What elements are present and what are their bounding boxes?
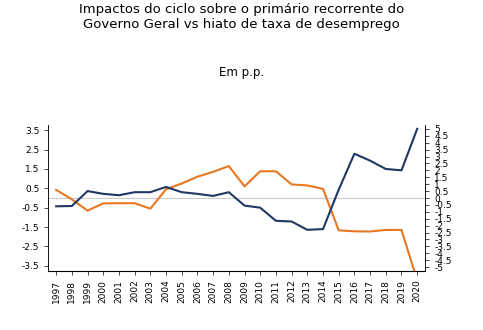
Hiato desemprego (Taxa desemprego PNAD-C final de período, dessaz.,
menos média 1995-2020, eixo dir.) [195,192,200,196]
Hiato desemprego (Taxa desemprego PNAD-C final de período, dessaz.,
menos média 1995-2020, eixo dir.) [242,204,247,208]
Impacto estimado do ciclo econômico sobre o primário recorrente do Governo
Geral (eixo esq.) [163,187,169,191]
Impacto estimado do ciclo econômico sobre o primário recorrente do Governo
Geral (eixo esq.) [132,201,138,205]
Hiato desemprego (Taxa desemprego PNAD-C final de período, dessaz.,
menos média 1995-2020, eixo dir.) [132,190,138,194]
Hiato desemprego (Taxa desemprego PNAD-C final de período, dessaz.,
menos média 1995-2020, eixo dir.) [53,204,59,208]
Impacto estimado do ciclo econômico sobre o primário recorrente do Governo
Geral (eixo esq.) [147,207,153,211]
Impacto estimado do ciclo econômico sobre o primário recorrente do Governo
Geral (eixo esq.) [210,170,216,174]
Hiato desemprego (Taxa desemprego PNAD-C final de período, dessaz.,
menos média 1995-2020, eixo dir.) [210,194,216,198]
Impacto estimado do ciclo econômico sobre o primário recorrente do Governo
Geral (eixo esq.) [53,188,59,192]
Hiato desemprego (Taxa desemprego PNAD-C final de período, dessaz.,
menos média 1995-2020, eixo dir.) [398,168,404,172]
Impacto estimado do ciclo econômico sobre o primário recorrente do Governo
Geral (eixo esq.) [289,182,295,186]
Line: Hiato desemprego (Taxa desemprego PNAD-C final de período, dessaz.,
menos média 1995-2020, eixo dir.): Hiato desemprego (Taxa desemprego PNAD-C… [56,129,417,230]
Impacto estimado do ciclo econômico sobre o primário recorrente do Governo
Geral (eixo esq.) [179,182,185,185]
Impacto estimado do ciclo econômico sobre o primário recorrente do Governo
Geral (eixo esq.) [257,169,263,173]
Impacto estimado do ciclo econômico sobre o primário recorrente do Governo
Geral (eixo esq.) [85,209,90,213]
Impacto estimado do ciclo econômico sobre o primário recorrente do Governo
Geral (eixo esq.) [273,169,279,173]
Hiato desemprego (Taxa desemprego PNAD-C final de período, dessaz.,
menos média 1995-2020, eixo dir.) [179,190,185,194]
Impacto estimado do ciclo econômico sobre o primário recorrente do Governo
Geral (eixo esq.) [352,229,357,233]
Impacto estimado do ciclo econômico sobre o primário recorrente do Governo
Geral (eixo esq.) [116,201,122,205]
Hiato desemprego (Taxa desemprego PNAD-C final de período, dessaz.,
menos média 1995-2020, eixo dir.) [320,227,326,231]
Hiato desemprego (Taxa desemprego PNAD-C final de período, dessaz.,
menos média 1995-2020, eixo dir.) [367,159,373,163]
Impacto estimado do ciclo econômico sobre o primário recorrente do Governo
Geral (eixo esq.) [383,228,389,232]
Hiato desemprego (Taxa desemprego PNAD-C final de período, dessaz.,
menos média 1995-2020, eixo dir.) [147,190,153,194]
Impacto estimado do ciclo econômico sobre o primário recorrente do Governo
Geral (eixo esq.) [226,164,232,168]
Hiato desemprego (Taxa desemprego PNAD-C final de período, dessaz.,
menos média 1995-2020, eixo dir.) [226,190,232,194]
Impacto estimado do ciclo econômico sobre o primário recorrente do Governo
Geral (eixo esq.) [69,197,75,201]
Hiato desemprego (Taxa desemprego PNAD-C final de período, dessaz.,
menos média 1995-2020, eixo dir.) [336,188,341,192]
Line: Impacto estimado do ciclo econômico sobre o primário recorrente do Governo
Geral (eixo esq.): Impacto estimado do ciclo econômico sobr… [56,166,417,280]
Hiato desemprego (Taxa desemprego PNAD-C final de período, dessaz.,
menos média 1995-2020, eixo dir.) [69,204,75,208]
Impacto estimado do ciclo econômico sobre o primário recorrente do Governo
Geral (eixo esq.) [367,229,373,233]
Impacto estimado do ciclo econômico sobre o primário recorrente do Governo
Geral (eixo esq.) [242,184,247,188]
Impacto estimado do ciclo econômico sobre o primário recorrente do Governo
Geral (eixo esq.) [336,228,341,232]
Impacto estimado do ciclo econômico sobre o primário recorrente do Governo
Geral (eixo esq.) [414,278,420,282]
Impacto estimado do ciclo econômico sobre o primário recorrente do Governo
Geral (eixo esq.) [398,228,404,232]
Impacto estimado do ciclo econômico sobre o primário recorrente do Governo
Geral (eixo esq.) [100,201,106,205]
Hiato desemprego (Taxa desemprego PNAD-C final de período, dessaz.,
menos média 1995-2020, eixo dir.) [289,219,295,223]
Hiato desemprego (Taxa desemprego PNAD-C final de período, dessaz.,
menos média 1995-2020, eixo dir.) [414,127,420,131]
Hiato desemprego (Taxa desemprego PNAD-C final de período, dessaz.,
menos média 1995-2020, eixo dir.) [383,167,389,171]
Hiato desemprego (Taxa desemprego PNAD-C final de período, dessaz.,
menos média 1995-2020, eixo dir.) [116,193,122,197]
Hiato desemprego (Taxa desemprego PNAD-C final de período, dessaz.,
menos média 1995-2020, eixo dir.) [304,228,310,232]
Impacto estimado do ciclo econômico sobre o primário recorrente do Governo
Geral (eixo esq.) [304,183,310,187]
Text: Impactos do ciclo sobre o primário recorrente do
Governo Geral vs hiato de taxa : Impactos do ciclo sobre o primário recor… [79,3,404,31]
Hiato desemprego (Taxa desemprego PNAD-C final de período, dessaz.,
menos média 1995-2020, eixo dir.) [257,206,263,210]
Impacto estimado do ciclo econômico sobre o primário recorrente do Governo
Geral (eixo esq.) [195,175,200,179]
Hiato desemprego (Taxa desemprego PNAD-C final de período, dessaz.,
menos média 1995-2020, eixo dir.) [352,152,357,156]
Hiato desemprego (Taxa desemprego PNAD-C final de período, dessaz.,
menos média 1995-2020, eixo dir.) [273,219,279,223]
Hiato desemprego (Taxa desemprego PNAD-C final de período, dessaz.,
menos média 1995-2020, eixo dir.) [85,189,90,193]
Text: Em p.p.: Em p.p. [219,66,264,79]
Hiato desemprego (Taxa desemprego PNAD-C final de período, dessaz.,
menos média 1995-2020, eixo dir.) [100,192,106,196]
Hiato desemprego (Taxa desemprego PNAD-C final de período, dessaz.,
menos média 1995-2020, eixo dir.) [163,185,169,189]
Impacto estimado do ciclo econômico sobre o primário recorrente do Governo
Geral (eixo esq.) [320,187,326,191]
